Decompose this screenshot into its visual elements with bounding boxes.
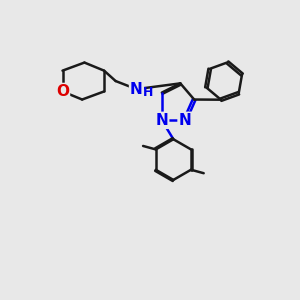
Text: O: O (56, 84, 69, 99)
Text: N: N (178, 113, 191, 128)
Text: N: N (130, 82, 143, 97)
Text: N: N (155, 113, 168, 128)
Text: H: H (143, 86, 153, 99)
